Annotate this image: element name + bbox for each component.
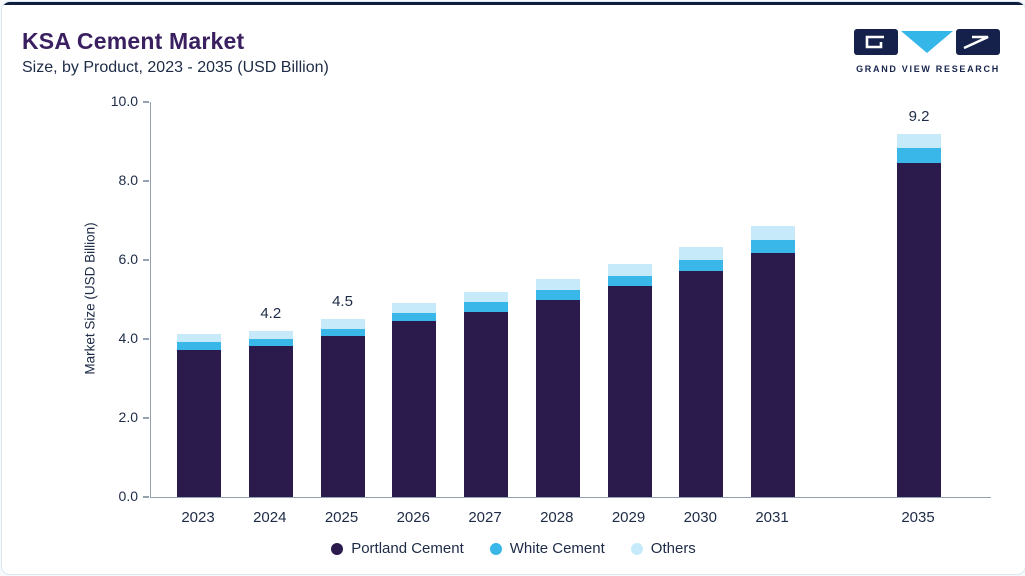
bar-2023 — [177, 334, 221, 497]
y-tick-label: 2.0 — [118, 409, 138, 425]
bar-segment-others — [177, 334, 221, 343]
bar-segment-portland-cement — [751, 252, 795, 497]
legend: Portland Cement White Cement Others — [2, 540, 1025, 557]
bar-segment-white-cement — [320, 328, 365, 336]
bar-segment-portland-cement — [607, 286, 652, 497]
plot-area: 4.2 4.5 9.2 — [150, 102, 991, 498]
x-tick-label: 2031 — [755, 509, 789, 526]
y-tick-mark — [143, 417, 149, 419]
x-tick-label: 2027 — [468, 509, 502, 526]
bar-2035 — [897, 133, 941, 497]
bar-segment-white-cement — [679, 259, 724, 271]
x-tick-label: 2025 — [324, 509, 359, 526]
y-tick-label: 6.0 — [118, 251, 138, 267]
bar-segment-others — [679, 246, 724, 260]
gvr-logo: GRAND VIEW RESEARCH — [853, 28, 1003, 74]
legend-label: Portland Cement — [351, 540, 464, 557]
bar-value-label: 4.2 — [260, 305, 282, 323]
bar-2026 — [392, 302, 437, 497]
bar-segment-portland-cement — [535, 299, 580, 497]
bar-segment-white-cement — [464, 302, 508, 313]
x-tick-label: 2035 — [901, 509, 935, 526]
chart-title: KSA Cement Market — [22, 28, 245, 54]
bar-segment-others — [897, 133, 941, 149]
bar-segment-portland-cement — [320, 335, 365, 497]
x-tick-label: 2030 — [683, 509, 717, 526]
x-tick-label: 2026 — [396, 509, 430, 526]
bar-value-label: 4.5 — [332, 293, 353, 311]
legend-label: Others — [650, 540, 696, 557]
y-tick-mark — [143, 259, 149, 261]
legend-item-white-cement: White Cement — [489, 540, 605, 557]
top-accent-bar — [2, 2, 1025, 5]
bar-segment-portland-cement — [679, 270, 724, 497]
bar-segment-others — [535, 278, 580, 290]
bar-2029 — [607, 263, 652, 497]
y-tick-label: 8.0 — [118, 172, 138, 188]
bar-segment-white-cement — [392, 313, 437, 322]
y-tick-mark — [143, 496, 149, 498]
y-tick-label: 0.0 — [118, 488, 138, 504]
bar-segment-others — [607, 263, 652, 276]
bar-2030 — [679, 246, 724, 497]
x-tick-label: 2029 — [611, 509, 646, 526]
bar-segment-others — [464, 291, 508, 303]
bar-2024 — [248, 331, 293, 497]
bar-segment-white-cement — [897, 148, 941, 164]
y-tick-mark — [143, 338, 149, 340]
legend-marker — [489, 542, 502, 555]
bar-segment-portland-cement — [897, 163, 941, 497]
x-tick-label: 2028 — [540, 509, 574, 526]
y-tick-mark — [143, 101, 149, 103]
bar-segment-white-cement — [177, 342, 221, 351]
bar-segment-white-cement — [751, 239, 795, 253]
y-tick-label: 4.0 — [118, 330, 138, 346]
bar-2025 — [320, 319, 365, 497]
bar-segment-others — [320, 319, 365, 329]
bar-2031 — [751, 226, 795, 497]
bar-segment-white-cement — [607, 275, 652, 287]
legend-item-portland-cement: Portland Cement — [331, 540, 464, 557]
y-tick-label: 10.0 — [110, 93, 138, 109]
legend-item-others: Others — [630, 540, 696, 557]
bar-segment-others — [392, 302, 437, 314]
bar-segment-portland-cement — [392, 321, 437, 497]
bar-segment-portland-cement — [177, 350, 221, 497]
bar-segment-portland-cement — [248, 346, 293, 497]
x-tick-label: 2023 — [181, 509, 215, 526]
bar-segment-portland-cement — [464, 312, 508, 497]
y-tick-mark — [143, 180, 149, 182]
x-tick-label: 2024 — [253, 509, 287, 526]
bar-segment-white-cement — [248, 339, 293, 347]
bar-2027 — [464, 291, 508, 497]
bar-segment-white-cement — [535, 289, 580, 300]
gvr-logo-mark — [854, 29, 1000, 55]
gvr-logo-text: GRAND VIEW RESEARCH — [856, 64, 1000, 74]
legend-label: White Cement — [509, 540, 605, 557]
y-axis-title: Market Size (USD Billion) — [82, 222, 98, 375]
legend-marker — [331, 542, 344, 555]
bar-segment-others — [248, 331, 293, 339]
chart-subtitle: Size, by Product, 2023 - 2035 (USD Billi… — [22, 59, 329, 76]
bar-segment-others — [751, 226, 795, 240]
legend-marker — [630, 542, 643, 555]
bar-2028 — [535, 278, 580, 497]
bar-value-label: 9.2 — [908, 107, 930, 125]
